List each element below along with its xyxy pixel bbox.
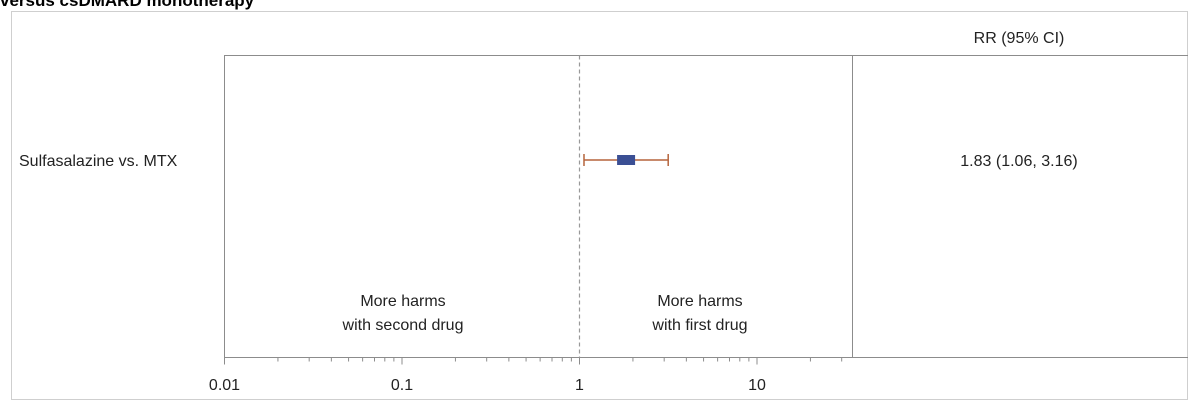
region-label-right-line1: More harms	[657, 293, 742, 310]
plot-panel	[224, 55, 853, 358]
region-label-right-line2: with first drug	[651, 317, 747, 334]
x-tick-label: 10	[748, 377, 766, 394]
forest-rows: Sulfasalazine vs. MTX 1.83 (1.06, 3.16)	[19, 153, 1078, 170]
x-tick-label: 1	[575, 377, 584, 394]
x-axis: 0.01 0.1 1 10	[209, 357, 843, 394]
region-label-left-line2: with second drug	[342, 317, 464, 334]
region-label-left-line1: More harms	[360, 293, 445, 310]
rr-value: 1.83 (1.06, 3.16)	[960, 153, 1077, 170]
figure-title: versus csDMARD monotherapy	[0, 0, 255, 10]
point-estimate-marker	[617, 155, 636, 165]
x-tick-label: 0.1	[391, 377, 413, 394]
x-tick-label: 0.01	[209, 377, 240, 394]
rr-column-header: RR (95% CI)	[974, 30, 1065, 47]
row-label: Sulfasalazine vs. MTX	[19, 153, 178, 170]
outer-frame	[11, 11, 1188, 400]
